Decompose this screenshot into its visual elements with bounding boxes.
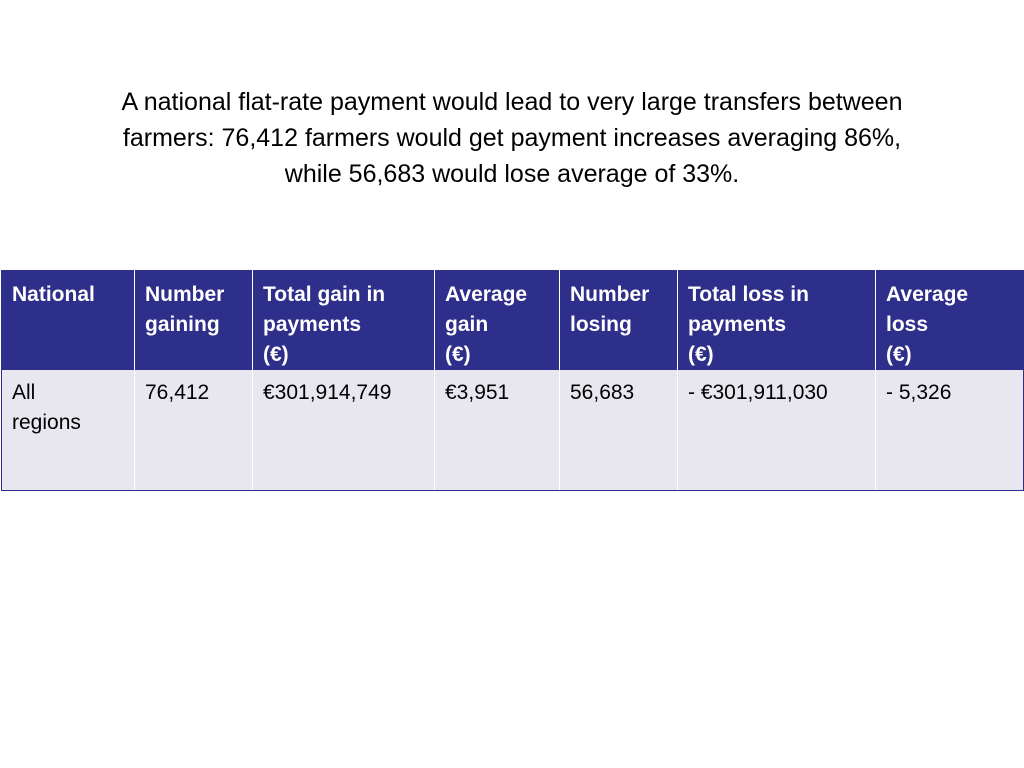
title-line: A national flat-rate payment would lead …: [121, 88, 903, 116]
table-header-row: National Number gaining Total gain in pa…: [1, 270, 1024, 370]
table-row: All regions 76,412 €301,914,749 €3,951 5…: [1, 370, 1024, 491]
cell-total-loss: - €301,911,030: [677, 370, 876, 491]
title-line: while 56,683 would lose average of 33%.: [284, 160, 740, 188]
header-national: National: [1, 270, 135, 370]
transfers-table: National Number gaining Total gain in pa…: [1, 270, 1024, 491]
header-total-loss: Total loss in payments (€): [677, 270, 876, 370]
slide-title: A national flat-rate payment would lead …: [40, 84, 984, 192]
cell-average-gain: €3,951: [434, 370, 560, 491]
cell-total-gain: €301,914,749: [252, 370, 435, 491]
cell-average-loss: - 5,326: [875, 370, 1024, 491]
header-number-gaining: Number gaining: [134, 270, 253, 370]
header-total-gain: Total gain in payments (€): [252, 270, 435, 370]
header-average-gain: Average gain (€): [434, 270, 560, 370]
header-average-loss: Average loss (€): [875, 270, 1024, 370]
title-line: farmers: 76,412 farmers would get paymen…: [122, 124, 902, 152]
cell-number-losing: 56,683: [559, 370, 678, 491]
cell-number-gaining: 76,412: [134, 370, 253, 491]
header-number-losing: Number losing: [559, 270, 678, 370]
cell-region: All regions: [1, 370, 135, 491]
